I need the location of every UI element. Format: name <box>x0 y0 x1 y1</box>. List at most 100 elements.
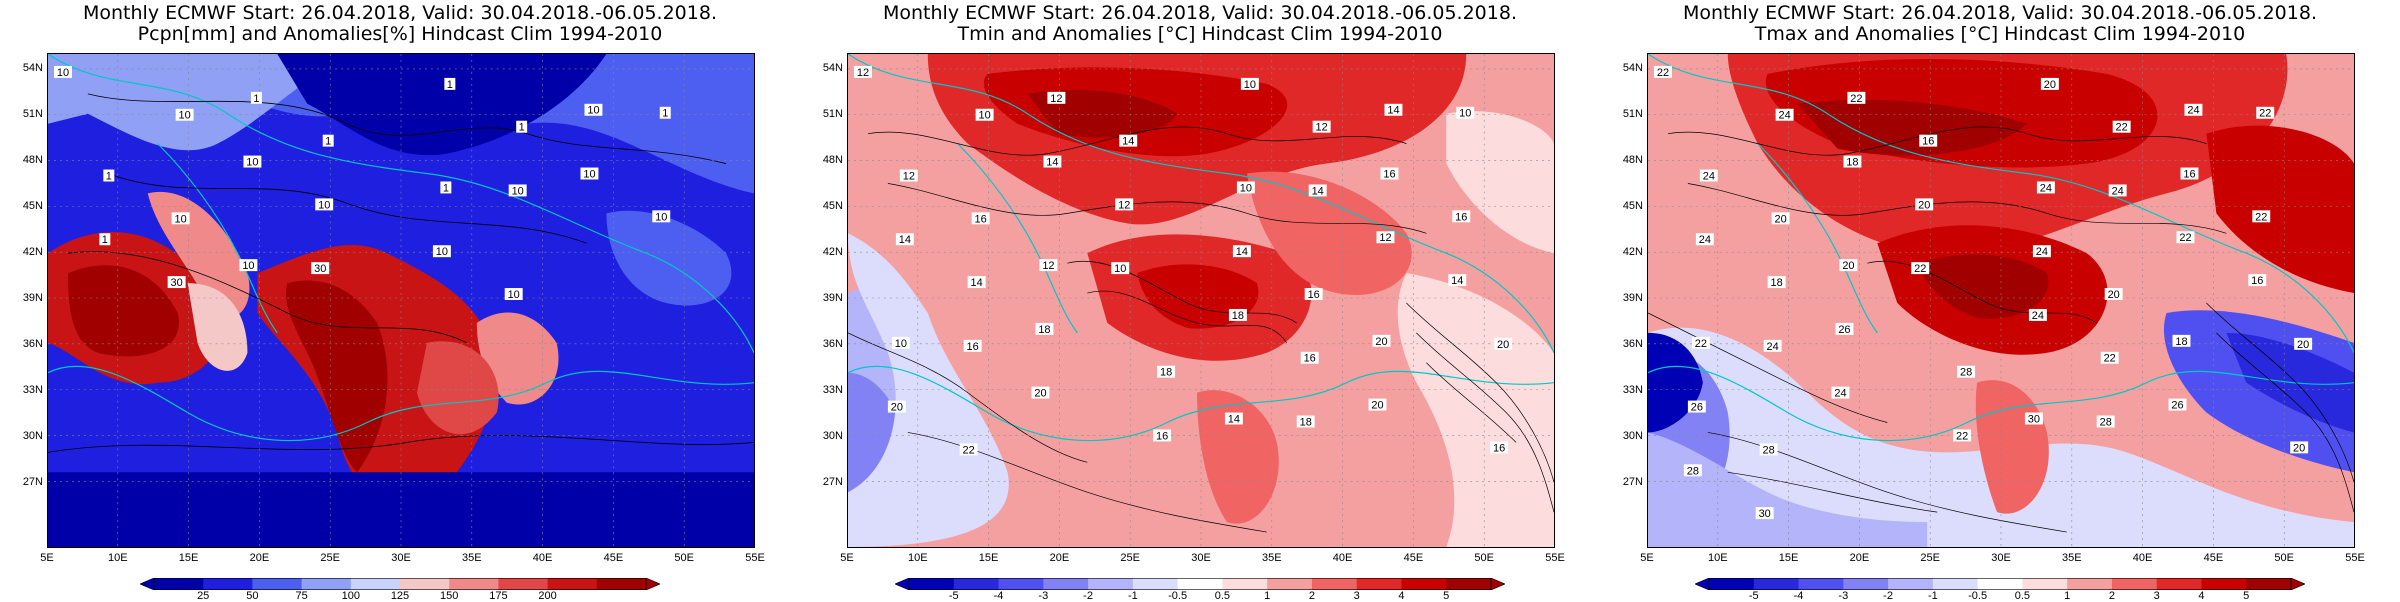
colorbar-tick-label: -5 <box>948 590 959 602</box>
contour-label: 12 <box>1047 91 1066 105</box>
svg-text:28: 28 <box>1763 444 1775 456</box>
contour-label: 18 <box>1296 415 1315 428</box>
contour-label: 22 <box>1691 336 1710 350</box>
contour-label: 12 <box>853 65 872 79</box>
lon-label: 50E <box>674 552 694 564</box>
colorbar <box>1695 578 2305 590</box>
contour-label: 20 <box>1771 212 1790 225</box>
contour-label: 20 <box>1372 334 1391 348</box>
svg-text:14: 14 <box>1228 414 1240 426</box>
lat-label: 42N <box>22 246 43 258</box>
lon-label: 15E <box>978 552 999 564</box>
colorbar-tick-label: -3 <box>1838 590 1849 602</box>
svg-text:28: 28 <box>2100 416 2112 428</box>
contour-label: 1 <box>99 233 111 246</box>
contour-label: 10 <box>1111 262 1130 275</box>
svg-text:22: 22 <box>1914 263 1926 275</box>
lon-label: 20E <box>1049 552 1070 564</box>
contour-label: 10 <box>508 184 527 197</box>
lat-label: 54N <box>822 62 843 74</box>
lat-label: 42N <box>822 246 843 258</box>
colorbar-segment <box>154 578 204 590</box>
colorbar-tick-label: -5 <box>1748 590 1759 602</box>
contour-label: 16 <box>963 339 982 353</box>
lon-label: 50E <box>2274 552 2294 564</box>
panel-tmax: Monthly ECMWF Start: 26.04.2018, Valid: … <box>1600 0 2400 602</box>
contour-label: 28 <box>1683 464 1702 477</box>
contour-label: 24 <box>2184 103 2203 117</box>
colorbar-tick-label: -2 <box>1083 590 1093 602</box>
svg-text:20: 20 <box>1375 336 1387 348</box>
contour-label: 18 <box>1157 365 1176 379</box>
colorbar-tick-label: 3 <box>2153 590 2160 602</box>
lat-label: 33N <box>22 384 43 396</box>
svg-text:1: 1 <box>662 108 668 120</box>
svg-text:24: 24 <box>2187 105 2199 117</box>
contour-label: 22 <box>959 443 978 456</box>
colorbar-tick-label: 50 <box>246 590 259 602</box>
lat-label: 48N <box>1622 154 1643 166</box>
colorbar-segment <box>400 578 450 590</box>
svg-text:10: 10 <box>179 110 191 122</box>
colorbar-segment <box>2111 578 2158 590</box>
svg-text:10: 10 <box>318 199 330 211</box>
lon-label: 20E <box>1849 552 1870 564</box>
panel-tmin: Monthly ECMWF Start: 26.04.2018, Valid: … <box>800 0 1600 602</box>
lon-label: 30E <box>1191 552 1211 564</box>
contour-label: 20 <box>2294 337 2313 351</box>
svg-text:10: 10 <box>1114 263 1126 275</box>
lon-label: 25E <box>1120 552 1140 564</box>
svg-text:22: 22 <box>2116 122 2128 134</box>
svg-text:1: 1 <box>325 136 331 148</box>
contour-label: 16 <box>1304 288 1323 301</box>
colorbar-tick-label: 125 <box>390 590 410 602</box>
panel-title-line1: Monthly ECMWF Start: 26.04.2018, Valid: … <box>83 2 717 24</box>
colorbar-tick-label: 200 <box>538 590 557 602</box>
svg-text:30: 30 <box>171 277 183 289</box>
svg-text:18: 18 <box>1232 310 1244 322</box>
svg-text:10: 10 <box>57 67 69 79</box>
contour-label: 24 <box>2032 245 2051 258</box>
lon-label: 20E <box>249 552 270 564</box>
contour-label: 20 <box>887 400 906 414</box>
svg-text:16: 16 <box>1156 430 1168 442</box>
lon-label: 55E <box>2345 552 2365 564</box>
svg-text:20: 20 <box>1497 339 1509 351</box>
svg-text:16: 16 <box>975 213 987 225</box>
svg-text:24: 24 <box>1767 341 1779 353</box>
svg-text:14: 14 <box>1387 105 1399 117</box>
panel-title-line1: Monthly ECMWF Start: 26.04.2018, Valid: … <box>1683 2 2317 24</box>
svg-text:20: 20 <box>2108 289 2120 301</box>
contour-label: 30 <box>167 276 186 289</box>
colorbar-segment <box>1132 578 1179 590</box>
panel-precipitation: Monthly ECMWF Start: 26.04.2018, Valid: … <box>0 0 800 602</box>
lat-label: 27N <box>1622 476 1643 488</box>
svg-text:10: 10 <box>175 213 187 225</box>
colorbar-segment <box>1888 578 1934 590</box>
svg-text:28: 28 <box>1687 465 1699 477</box>
svg-text:22: 22 <box>2259 108 2271 120</box>
contour-label: 1 <box>103 169 115 182</box>
colorbar-segment <box>350 578 401 590</box>
contour-label: 10 <box>239 259 258 272</box>
svg-text:18: 18 <box>1846 157 1858 169</box>
svg-text:22: 22 <box>2255 211 2267 223</box>
contour-label: 16 <box>1300 351 1319 365</box>
lat-label: 45N <box>1622 200 1643 212</box>
svg-text:30: 30 <box>314 263 326 275</box>
contour-label: 1 <box>444 77 456 91</box>
tmax-anomaly-map: 22 24 22 16 20 22 24 22 24 20 18 20 24 24 16 22 24 18 20 22… <box>1647 53 2355 548</box>
colorbar-segment <box>2067 578 2113 590</box>
colorbar-segment <box>252 578 303 590</box>
svg-text:24: 24 <box>1699 234 1711 246</box>
lat-label: 36N <box>1622 338 1643 350</box>
contour-label: 10 <box>432 245 451 258</box>
colorbar-segment <box>2246 578 2292 590</box>
lon-label: 15E <box>178 552 199 564</box>
lon-label: 55E <box>745 552 765 564</box>
svg-text:30: 30 <box>2028 414 2040 426</box>
colorbar-high-arrow <box>645 578 660 590</box>
svg-text:1: 1 <box>519 122 525 134</box>
colorbar-tick-label: 150 <box>440 590 459 602</box>
svg-text:10: 10 <box>655 211 667 223</box>
